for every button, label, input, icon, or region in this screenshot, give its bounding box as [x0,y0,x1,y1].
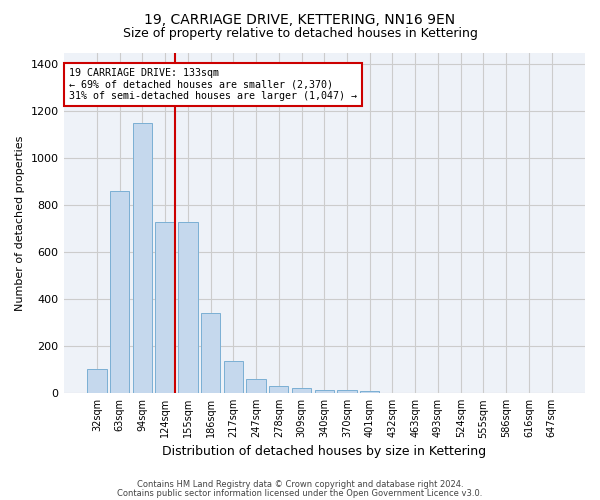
Bar [155,222,175,393]
Text: Size of property relative to detached houses in Kettering: Size of property relative to detached ho… [122,26,478,40]
Y-axis label: Number of detached properties: Number of detached properties [15,135,25,310]
Bar [337,390,356,393]
X-axis label: Distribution of detached houses by size in Kettering: Distribution of detached houses by size … [162,444,487,458]
Bar [224,362,243,393]
Bar [201,314,220,393]
Bar [87,369,107,393]
Text: Contains public sector information licensed under the Open Government Licence v3: Contains public sector information licen… [118,490,482,498]
Bar [269,386,289,393]
Bar [133,123,152,393]
Text: 19, CARRIAGE DRIVE, KETTERING, NN16 9EN: 19, CARRIAGE DRIVE, KETTERING, NN16 9EN [145,12,455,26]
Bar [314,390,334,393]
Bar [178,222,197,393]
Bar [110,191,130,393]
Text: 19 CARRIAGE DRIVE: 133sqm
← 69% of detached houses are smaller (2,370)
31% of se: 19 CARRIAGE DRIVE: 133sqm ← 69% of detac… [69,68,357,101]
Text: Contains HM Land Registry data © Crown copyright and database right 2024.: Contains HM Land Registry data © Crown c… [137,480,463,489]
Bar [247,379,266,393]
Bar [292,388,311,393]
Bar [360,391,379,393]
